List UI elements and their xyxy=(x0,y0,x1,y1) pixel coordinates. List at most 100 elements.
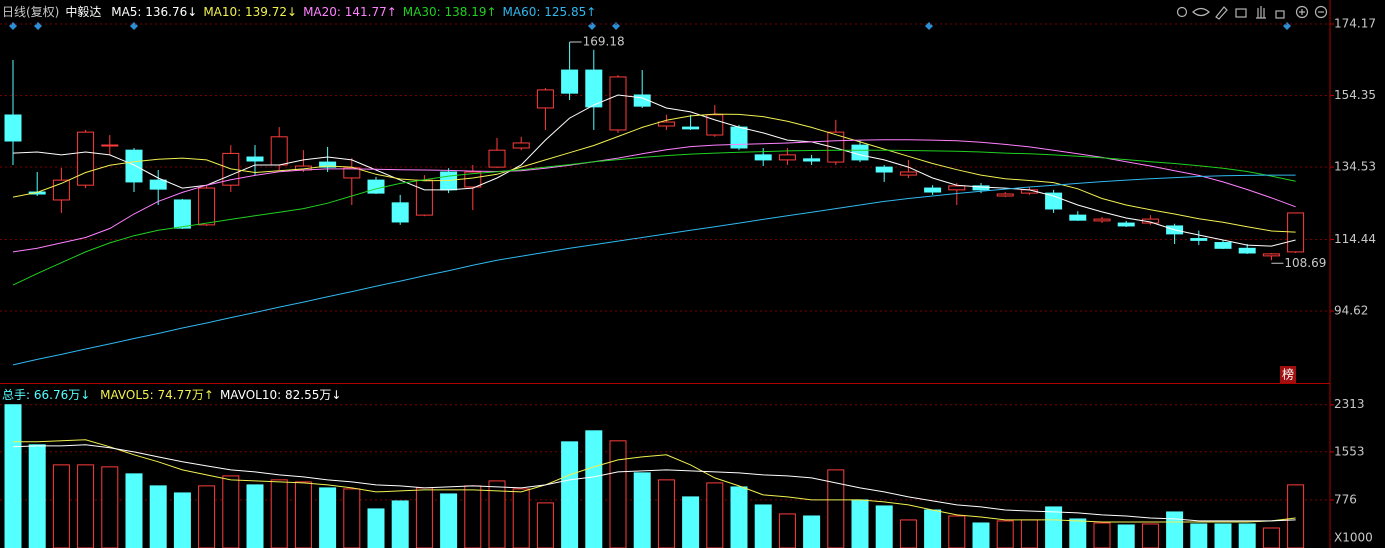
draw-icon[interactable] xyxy=(1215,6,1228,20)
ma-line xyxy=(13,439,1296,523)
candle-body xyxy=(415,179,433,216)
candle-body xyxy=(1214,242,1232,249)
y-tick-label: 134.53 xyxy=(1334,160,1376,174)
candle-body xyxy=(319,161,337,168)
event-markers xyxy=(9,22,1291,30)
badge-box[interactable] xyxy=(1280,366,1296,383)
candle-body xyxy=(609,76,627,131)
volume-bar xyxy=(4,404,22,548)
view-icon[interactable] xyxy=(1192,7,1210,17)
volume-header: 总手: 66.76万↓ MAVOL5: 74.77万↑ MAVOL10: 82.5… xyxy=(2,388,347,402)
candle-body xyxy=(1093,218,1111,222)
candle-body xyxy=(633,94,651,107)
volume-bar xyxy=(415,487,433,548)
candle-body xyxy=(367,179,385,194)
volume-bar xyxy=(585,430,603,548)
candle-body xyxy=(488,149,506,168)
zoom-in-sign xyxy=(1299,9,1305,15)
candle-body xyxy=(246,156,264,162)
lock-icon[interactable] xyxy=(1275,10,1285,19)
zoom-in-icon[interactable] xyxy=(1295,5,1309,19)
volume-bar xyxy=(1262,527,1280,548)
volume-bar xyxy=(633,472,651,548)
candle-body xyxy=(996,193,1014,197)
volume-bar xyxy=(1141,523,1159,548)
volume-bar xyxy=(948,515,966,548)
event-marker[interactable] xyxy=(1283,22,1291,30)
event-marker[interactable] xyxy=(612,22,620,30)
volume-bar xyxy=(149,485,167,548)
ma-line xyxy=(12,113,1296,233)
event-marker[interactable] xyxy=(34,22,42,30)
legend-entry: MA60: 125.85↑ xyxy=(502,5,597,19)
volume-bar xyxy=(1166,511,1184,548)
legend-entry: MAVOL10: 82.55万↓ xyxy=(219,388,342,402)
ma-line xyxy=(12,149,1296,286)
event-marker[interactable] xyxy=(9,22,17,30)
box-icon[interactable] xyxy=(1235,8,1247,18)
volume-bar xyxy=(294,481,312,548)
volume-bar xyxy=(972,522,990,548)
volume-bar xyxy=(367,508,385,548)
legend-entry: MA20: 141.77↑ xyxy=(303,5,397,19)
candle-body xyxy=(851,144,869,161)
volume-bar xyxy=(899,519,917,548)
badge-text: 榜 xyxy=(1282,367,1294,382)
ma-line xyxy=(12,139,1296,253)
candle-body xyxy=(875,166,893,173)
volume-bar xyxy=(803,515,821,548)
volume-bar xyxy=(464,485,482,548)
settings-icon[interactable] xyxy=(1176,6,1188,18)
event-marker[interactable] xyxy=(588,22,596,30)
volume-bar xyxy=(270,479,288,548)
volume-bar xyxy=(851,499,869,548)
candle-body xyxy=(827,131,845,163)
volume-bar xyxy=(1020,519,1038,548)
volume-bar xyxy=(778,513,796,548)
volume-bar xyxy=(222,475,240,548)
y-tick-label: 114.44 xyxy=(1334,232,1376,246)
volume-title: 总手: 66.76万↓ xyxy=(2,388,91,402)
candle-body xyxy=(1117,222,1135,227)
volume-unit: X1000 xyxy=(1334,531,1373,545)
volume-bar xyxy=(536,502,554,548)
volume-bar xyxy=(512,488,530,548)
y-tick-label: 2313 xyxy=(1334,397,1365,411)
candle-body xyxy=(343,167,361,179)
volume-bar xyxy=(101,466,119,548)
candle-body xyxy=(657,121,675,127)
zoom-out-icon[interactable] xyxy=(1314,5,1328,19)
volume-bar xyxy=(343,488,361,548)
event-marker[interactable] xyxy=(130,22,138,30)
chart-title: 日线(复权) xyxy=(2,5,60,19)
event-marker[interactable] xyxy=(925,22,933,30)
candle-body xyxy=(899,171,917,176)
volume-bar xyxy=(561,441,579,548)
candle-body xyxy=(1069,214,1087,221)
candle-body xyxy=(198,187,216,226)
y-tick-label: 94.62 xyxy=(1334,304,1368,318)
hand-icon[interactable] xyxy=(1256,6,1266,19)
candle-body xyxy=(125,149,143,183)
volume-bar xyxy=(125,473,143,548)
volume-bar xyxy=(682,496,700,548)
y-tick-label: 1553 xyxy=(1334,444,1365,458)
volume-bar xyxy=(1069,518,1087,548)
volume-bar xyxy=(996,520,1014,548)
candle-body xyxy=(464,171,482,188)
candle-body xyxy=(1262,253,1280,257)
volume-bar xyxy=(1045,506,1063,548)
volume-bar xyxy=(657,479,675,548)
volume-bar xyxy=(1238,523,1256,548)
volume-bar xyxy=(875,505,893,548)
volume-bar xyxy=(609,440,627,548)
ma-line xyxy=(12,94,1296,247)
stock-name: 中毅达 xyxy=(65,5,102,19)
candle-body xyxy=(149,179,167,190)
volume-bar xyxy=(730,486,748,548)
candle-body xyxy=(270,136,288,166)
volume-bar xyxy=(706,482,724,548)
volume-bar xyxy=(1093,522,1111,548)
